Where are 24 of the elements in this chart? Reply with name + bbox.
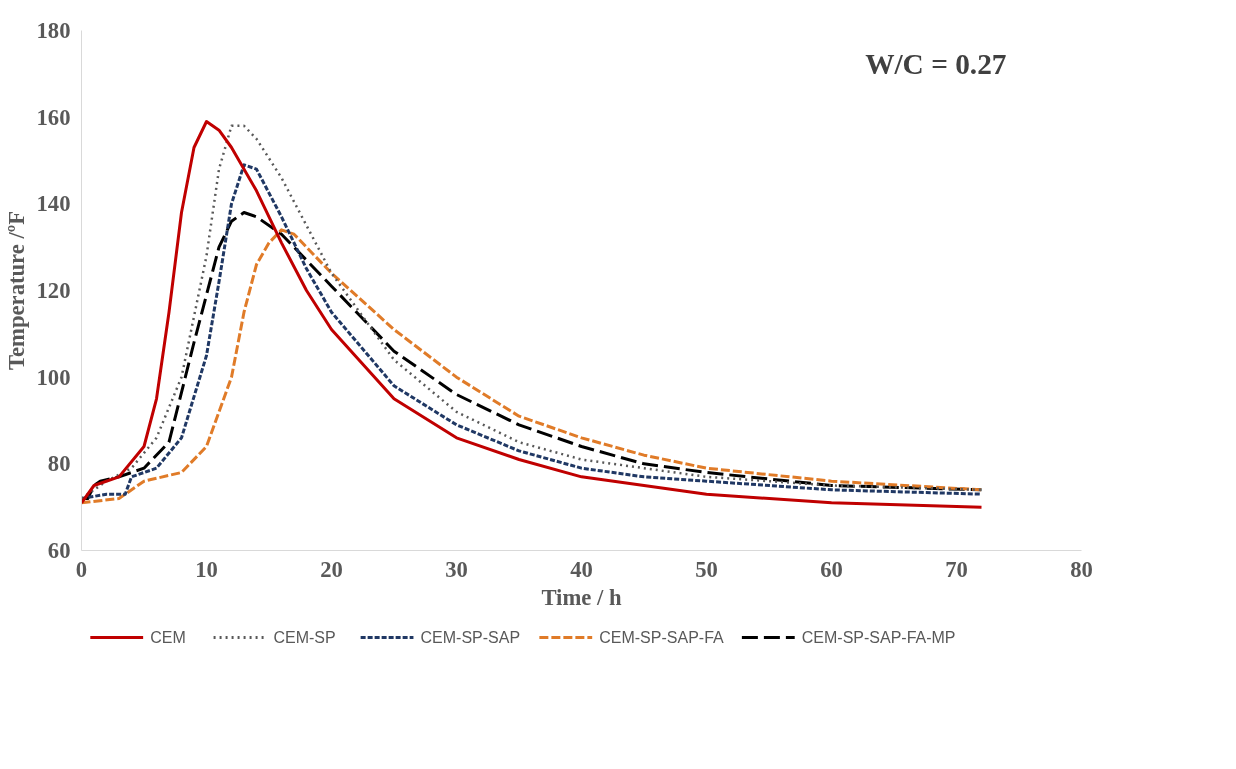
y-tick-label: 100 (36, 364, 71, 390)
y-tick-label: 180 (36, 18, 71, 43)
y-tick-label: 140 (36, 191, 71, 217)
x-tick-label: 70 (945, 556, 968, 582)
legend-label: CEM-SP-SAP (420, 629, 521, 646)
x-tick-label: 20 (320, 556, 343, 582)
legend-label: CEM-SP (273, 629, 336, 646)
y-tick-label: 160 (36, 104, 71, 130)
x-tick-label: 50 (695, 556, 718, 582)
legend-label: CEM-SP-SAP-FA-MP (801, 629, 956, 646)
x-tick-label: 10 (195, 556, 218, 582)
x-tick-label: 0 (75, 556, 88, 582)
legend-label: CEM-SP-SAP-FA (599, 629, 725, 646)
y-tick-label: 120 (36, 278, 71, 303)
y-tick-label: 80 (47, 451, 71, 477)
y-axis-title: Temperature /ºF (3, 210, 29, 371)
legend-label: CEM (150, 629, 186, 646)
annotation: W/C = 0.27 (865, 47, 1007, 80)
x-tick-label: 30 (445, 556, 468, 582)
y-tick-label: 60 (47, 538, 71, 563)
x-tick-label: 60 (820, 556, 843, 582)
x-tick-label: 40 (570, 556, 593, 582)
x-axis-title: Time / h (541, 584, 622, 610)
x-tick-label: 80 (1070, 556, 1093, 582)
